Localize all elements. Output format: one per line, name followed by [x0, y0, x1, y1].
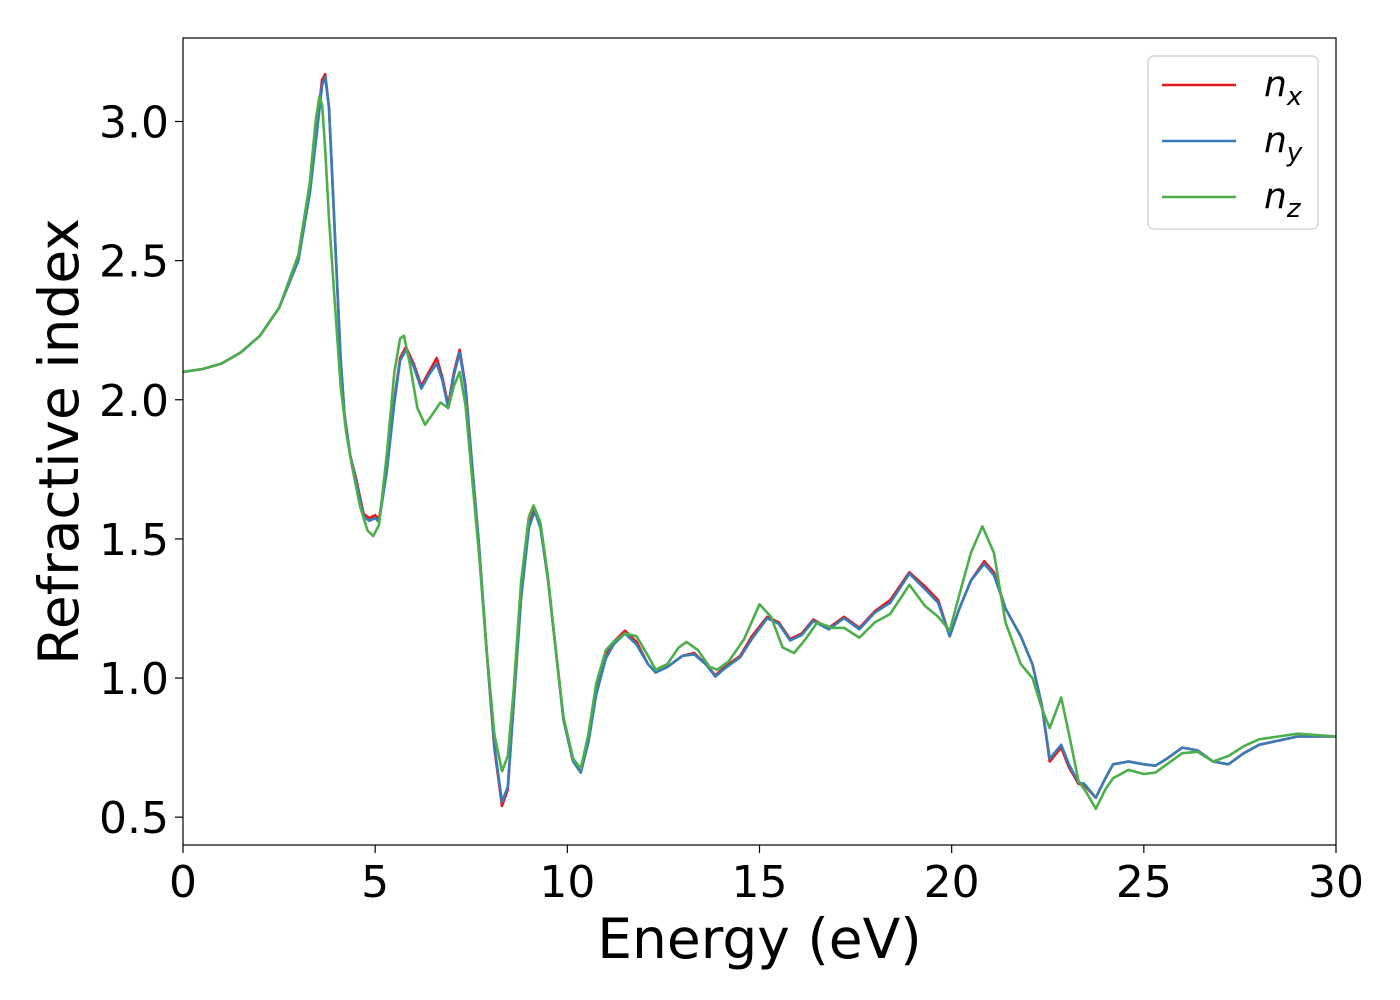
y-axis-ticks: 0.5 1.0 1.5 2.0 2.5 3.0	[99, 97, 183, 844]
x-tick-label: 5	[361, 857, 389, 908]
x-axis-ticks: 0 5 10 15 20 25 30	[169, 845, 1364, 908]
x-tick-label: 25	[1116, 857, 1172, 908]
y-tick-label: 0.5	[99, 793, 169, 844]
y-tick-label: 1.5	[99, 515, 169, 566]
x-tick-label: 30	[1308, 857, 1364, 908]
y-tick-label: 1.0	[99, 654, 169, 705]
legend-box	[1147, 55, 1319, 230]
y-axis-label: Refractive index	[27, 218, 91, 665]
y-tick-label: 2.5	[99, 237, 169, 288]
y-tick-label: 3.0	[99, 97, 169, 148]
x-tick-label: 20	[924, 857, 980, 908]
x-tick-label: 10	[539, 857, 595, 908]
series-line-z	[183, 95, 1336, 811]
x-tick-label: 15	[732, 857, 788, 908]
x-axis-label: Energy (eV)	[597, 907, 921, 971]
x-tick-label: 0	[169, 857, 197, 908]
y-tick-label: 2.0	[99, 376, 169, 427]
series-lines	[183, 72, 1336, 811]
